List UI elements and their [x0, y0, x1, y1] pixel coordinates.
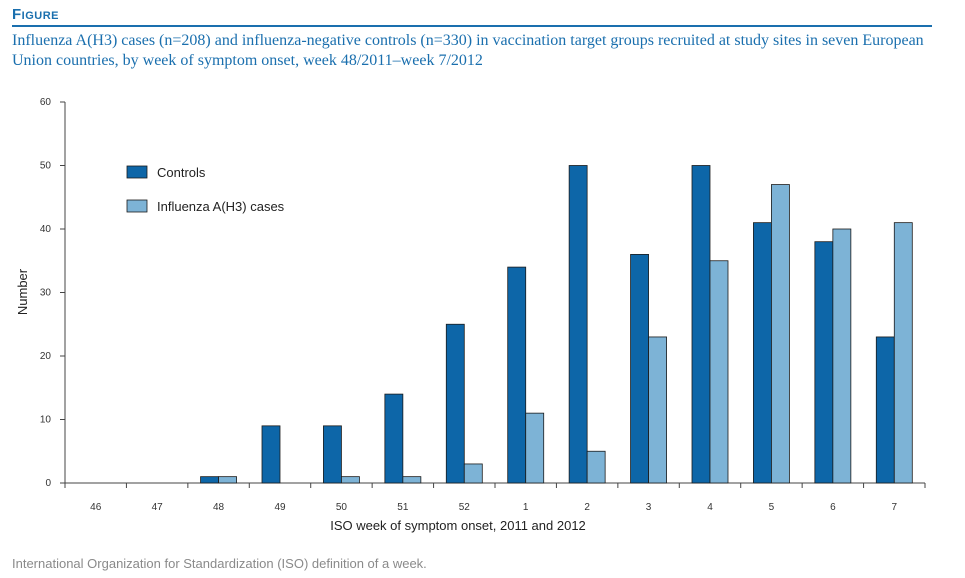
figure-title: Influenza A(H3) cases (n=208) and influe…	[12, 32, 924, 69]
bar-influenza-cases	[218, 476, 237, 484]
figure-footnote: International Organization for Standardi…	[12, 556, 427, 571]
legend-swatch	[126, 199, 148, 213]
x-tick-label: 52	[459, 502, 471, 513]
x-tick-label: 48	[213, 502, 225, 513]
x-tick-label: 1	[523, 502, 529, 513]
y-tick-label: 0	[45, 478, 51, 489]
figure-label: Figure	[12, 6, 59, 23]
bar-controls	[691, 165, 711, 484]
bar-influenza-cases	[525, 412, 545, 484]
x-tick-label: 46	[90, 502, 102, 513]
y-tick-label: 10	[40, 415, 52, 426]
x-tick-label: 50	[336, 502, 348, 513]
bar-controls	[200, 476, 219, 484]
bar-controls	[753, 222, 772, 484]
legend-label: Controls	[157, 165, 206, 180]
bar-controls	[630, 253, 649, 484]
bar-influenza-cases	[463, 463, 483, 484]
y-tick-label: 20	[40, 351, 52, 362]
x-tick-label: 3	[646, 502, 652, 513]
bar-influenza-cases	[893, 222, 913, 484]
y-tick-label: 30	[40, 288, 52, 299]
bar-controls	[814, 241, 834, 484]
y-tick-label: 60	[40, 97, 52, 108]
bar-influenza-cases	[402, 476, 422, 484]
legend-swatch	[126, 165, 148, 179]
chart-legend: Controls Influenza A(H3) cases	[126, 165, 285, 214]
legend-label: Influenza A(H3) cases	[157, 199, 285, 214]
bar-influenza-cases	[648, 336, 667, 484]
figure-rule	[12, 25, 932, 27]
bar-controls	[323, 425, 342, 484]
y-axis-title: Number	[15, 268, 30, 315]
bar-influenza-cases	[341, 476, 360, 484]
bar-controls	[568, 165, 588, 484]
bar-influenza-cases	[832, 228, 852, 484]
bar-controls	[507, 266, 527, 484]
x-tick-label: 47	[152, 502, 164, 513]
bar-controls	[875, 336, 895, 484]
chart-bars	[200, 165, 913, 484]
chart-axes: 0 10 20 30 40 50 60 46 47 48 49 50 51 52 1 2 3 4 5 6 7	[40, 97, 926, 513]
bar-controls	[261, 425, 281, 484]
bar-influenza-cases	[586, 450, 606, 484]
y-tick-label: 50	[40, 161, 52, 172]
x-tick-label: 5	[769, 502, 775, 513]
x-tick-label: 49	[274, 502, 286, 513]
bar-influenza-cases	[771, 184, 790, 484]
x-tick-label: 4	[707, 502, 713, 513]
bar-controls	[384, 393, 404, 484]
bar-controls	[445, 323, 465, 484]
x-tick-label: 7	[892, 502, 898, 513]
y-tick-label: 40	[40, 224, 52, 235]
x-axis-title: ISO week of symptom onset, 2011 and 2012	[330, 518, 586, 533]
x-tick-label: 6	[830, 502, 836, 513]
x-tick-label: 2	[584, 502, 590, 513]
x-tick-label: 51	[397, 502, 409, 513]
bar-influenza-cases	[709, 260, 729, 484]
